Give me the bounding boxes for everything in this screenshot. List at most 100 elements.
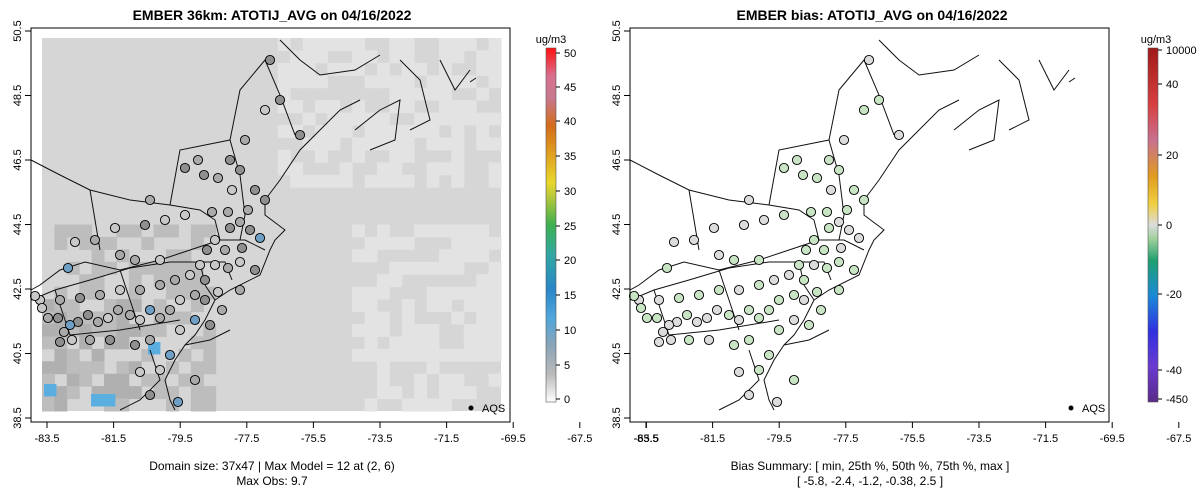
bias-point <box>673 292 685 304</box>
obs-point <box>209 234 221 246</box>
bias-point <box>663 319 675 331</box>
model-grid-cell <box>364 50 378 64</box>
obs-point <box>209 259 221 271</box>
model-grid-cell <box>166 361 179 375</box>
left-footer-line2: Max Obs: 9.7 <box>236 474 308 488</box>
model-grid-cell <box>463 249 477 263</box>
colorbar-tick-label: -40 <box>1166 365 1182 377</box>
model-grid-cell <box>438 112 452 126</box>
obs-point <box>92 316 104 328</box>
model-grid-cell <box>426 261 440 275</box>
model-grid-cell <box>426 162 440 176</box>
obs-point <box>144 389 156 401</box>
model-grid-cell <box>426 348 440 362</box>
model-grid-cell <box>364 112 378 126</box>
colorbar-tick-label: 40 <box>564 116 576 128</box>
model-grid-cell <box>401 50 415 64</box>
model-grid-cell <box>476 125 490 138</box>
model-grid-cell <box>376 224 390 238</box>
obs-point <box>189 289 201 301</box>
bias-point <box>843 224 855 236</box>
model-grid-cell <box>389 149 403 163</box>
bias-point <box>788 374 800 386</box>
obs-point <box>66 334 78 346</box>
model-grid-cell <box>438 398 452 412</box>
obs-point <box>222 206 234 218</box>
model-grid-cell <box>389 174 403 188</box>
right-footer-line2: [ -5.8, -2.4, -1.2, -0.38, 2.5 ] <box>797 474 943 488</box>
x-tick-label: -67.5 <box>567 433 592 445</box>
x-tick-label: -67.5 <box>1166 433 1191 445</box>
left-colorbar-unit: ug/m3 <box>536 34 567 46</box>
model-grid-cell <box>488 236 502 250</box>
bias-point <box>753 364 765 376</box>
obs-point <box>234 284 246 296</box>
x-tick-label: -75.5 <box>301 433 326 445</box>
obs-point <box>219 244 231 256</box>
obs-point <box>54 336 66 348</box>
x-tick-label: -77.5 <box>234 433 259 445</box>
model-grid-cell <box>476 137 490 151</box>
x-tick-label: -83.5 <box>34 433 59 445</box>
model-grid-cell <box>451 38 465 51</box>
model-grid-cell <box>327 100 341 114</box>
bias-point <box>893 129 905 141</box>
obs-point <box>144 334 156 346</box>
model-grid-cell <box>376 162 390 176</box>
model-grid-cell <box>376 323 390 337</box>
model-grid-cell <box>116 373 130 387</box>
bias-point <box>661 262 673 274</box>
bias-point <box>713 249 725 261</box>
model-grid-cell <box>488 274 502 288</box>
bias-point <box>743 334 755 346</box>
model-grid-cell <box>364 236 378 250</box>
model-grid-cell <box>42 373 55 387</box>
model-grid-cell <box>414 348 428 362</box>
model-grid-cell <box>401 38 415 51</box>
model-grid-cell <box>376 286 390 300</box>
x-tick-label: -69.5 <box>1100 433 1125 445</box>
obs-point <box>189 314 201 326</box>
model-grid-cell <box>476 112 490 126</box>
model-grid-cell <box>104 323 117 337</box>
model-grid-cell <box>376 274 390 288</box>
colorbar-tick-label: 50 <box>564 48 576 60</box>
model-grid-cell <box>153 386 167 400</box>
model-grid-cell <box>203 336 217 350</box>
model-grid-cell <box>277 62 291 76</box>
map-boundary-line <box>164 261 216 411</box>
model-grid-cell <box>438 224 452 238</box>
model-grid-cell <box>203 398 217 412</box>
model-grid-cell <box>438 38 452 51</box>
bias-point <box>628 290 640 302</box>
model-grid-cell <box>302 38 316 51</box>
model-grid-cell <box>66 361 80 375</box>
model-grid-cell <box>141 373 155 387</box>
colorbar-tick-label: 0 <box>564 394 570 406</box>
map-boundary-line <box>215 239 266 251</box>
left-footer-line1: Domain size: 37x47 | Max Model = 12 at (… <box>149 459 395 473</box>
obs-point <box>54 294 66 306</box>
model-grid-cell <box>488 299 502 313</box>
model-grid-cell <box>401 174 415 188</box>
model-grid-cell <box>91 261 105 275</box>
right-map-panel: EMBER bias: ATOTIJ_AVG on 04/16/2022 -83… <box>611 7 1197 488</box>
bias-point <box>788 289 800 301</box>
model-grid-cell <box>364 286 378 300</box>
bias-point <box>771 396 783 408</box>
model-grid-cell <box>426 224 440 238</box>
y-tick-label: 38.5 <box>12 407 24 428</box>
model-grid-cell <box>488 112 502 126</box>
obs-point <box>74 292 86 304</box>
map-boundary-line <box>399 59 431 131</box>
colorbar-tick-label: 0 <box>1166 220 1172 232</box>
model-grid-cell <box>463 112 477 126</box>
model-grid-cell <box>339 162 353 176</box>
y-tick-label: 40.5 <box>611 343 623 364</box>
model-grid-cell <box>302 112 316 126</box>
model-grid-cell <box>302 50 316 64</box>
bias-point <box>848 264 860 276</box>
bias-point <box>733 284 745 296</box>
model-grid-cell <box>42 323 55 337</box>
